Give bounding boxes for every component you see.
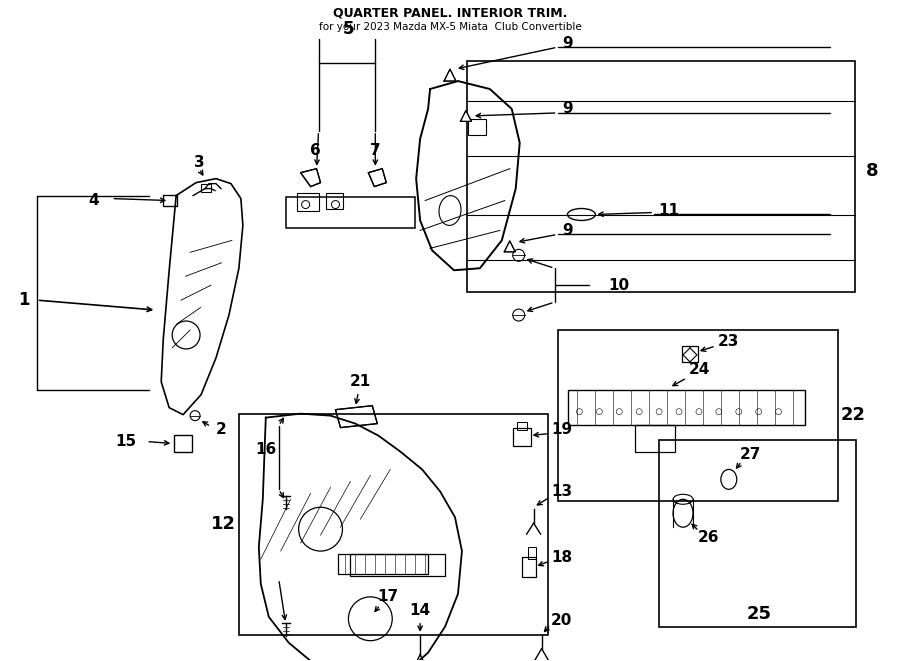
Text: 5: 5 [343,20,355,38]
Text: 2: 2 [216,422,226,437]
Bar [517,422,526,430]
Text: for your 2023 Mazda MX-5 Miata  Club Convertible: for your 2023 Mazda MX-5 Miata Club Conv… [319,22,581,32]
Text: 23: 23 [718,334,740,350]
Bar [297,192,319,210]
Bar [527,547,536,559]
Bar [635,424,675,453]
Text: 12: 12 [211,515,236,533]
Bar [682,346,698,362]
Text: 11: 11 [659,203,680,218]
Polygon shape [301,169,320,186]
Polygon shape [336,406,377,428]
Text: 20: 20 [551,613,572,628]
Text: 8: 8 [866,162,878,180]
Text: 6: 6 [310,143,321,158]
Text: 22: 22 [841,406,866,424]
Text: 10: 10 [608,278,630,293]
Text: 7: 7 [370,143,381,158]
Text: 25: 25 [746,605,771,623]
Bar [659,440,856,627]
Polygon shape [504,241,515,252]
Text: 1: 1 [18,291,30,309]
Text: 9: 9 [562,101,572,116]
Text: 14: 14 [410,603,431,618]
Text: 24: 24 [688,362,709,377]
Polygon shape [444,69,456,81]
Bar [350,554,445,576]
Bar [522,557,536,577]
Text: QUARTER PANEL. INTERIOR TRIM.: QUARTER PANEL. INTERIOR TRIM. [333,7,567,20]
Text: 26: 26 [698,529,720,545]
Text: 16: 16 [256,442,276,457]
Text: 19: 19 [551,422,572,437]
Bar [568,390,805,424]
Bar [468,119,486,135]
Text: 17: 17 [378,590,399,604]
Text: 13: 13 [551,484,572,499]
Bar [513,428,531,446]
Text: 3: 3 [194,155,204,171]
Text: 18: 18 [551,549,572,564]
Bar [326,192,344,208]
Polygon shape [461,110,472,122]
Text: 4: 4 [88,193,99,208]
Bar [201,184,211,192]
Bar [175,434,192,453]
Bar [338,554,428,574]
Bar [557,330,839,501]
Text: 27: 27 [740,447,761,462]
Bar [467,61,855,292]
Polygon shape [368,169,386,186]
Text: 15: 15 [116,434,137,449]
Text: 9: 9 [562,223,572,238]
Bar [285,196,415,229]
Text: 9: 9 [562,36,572,51]
Bar [238,414,547,635]
Text: 21: 21 [350,374,371,389]
